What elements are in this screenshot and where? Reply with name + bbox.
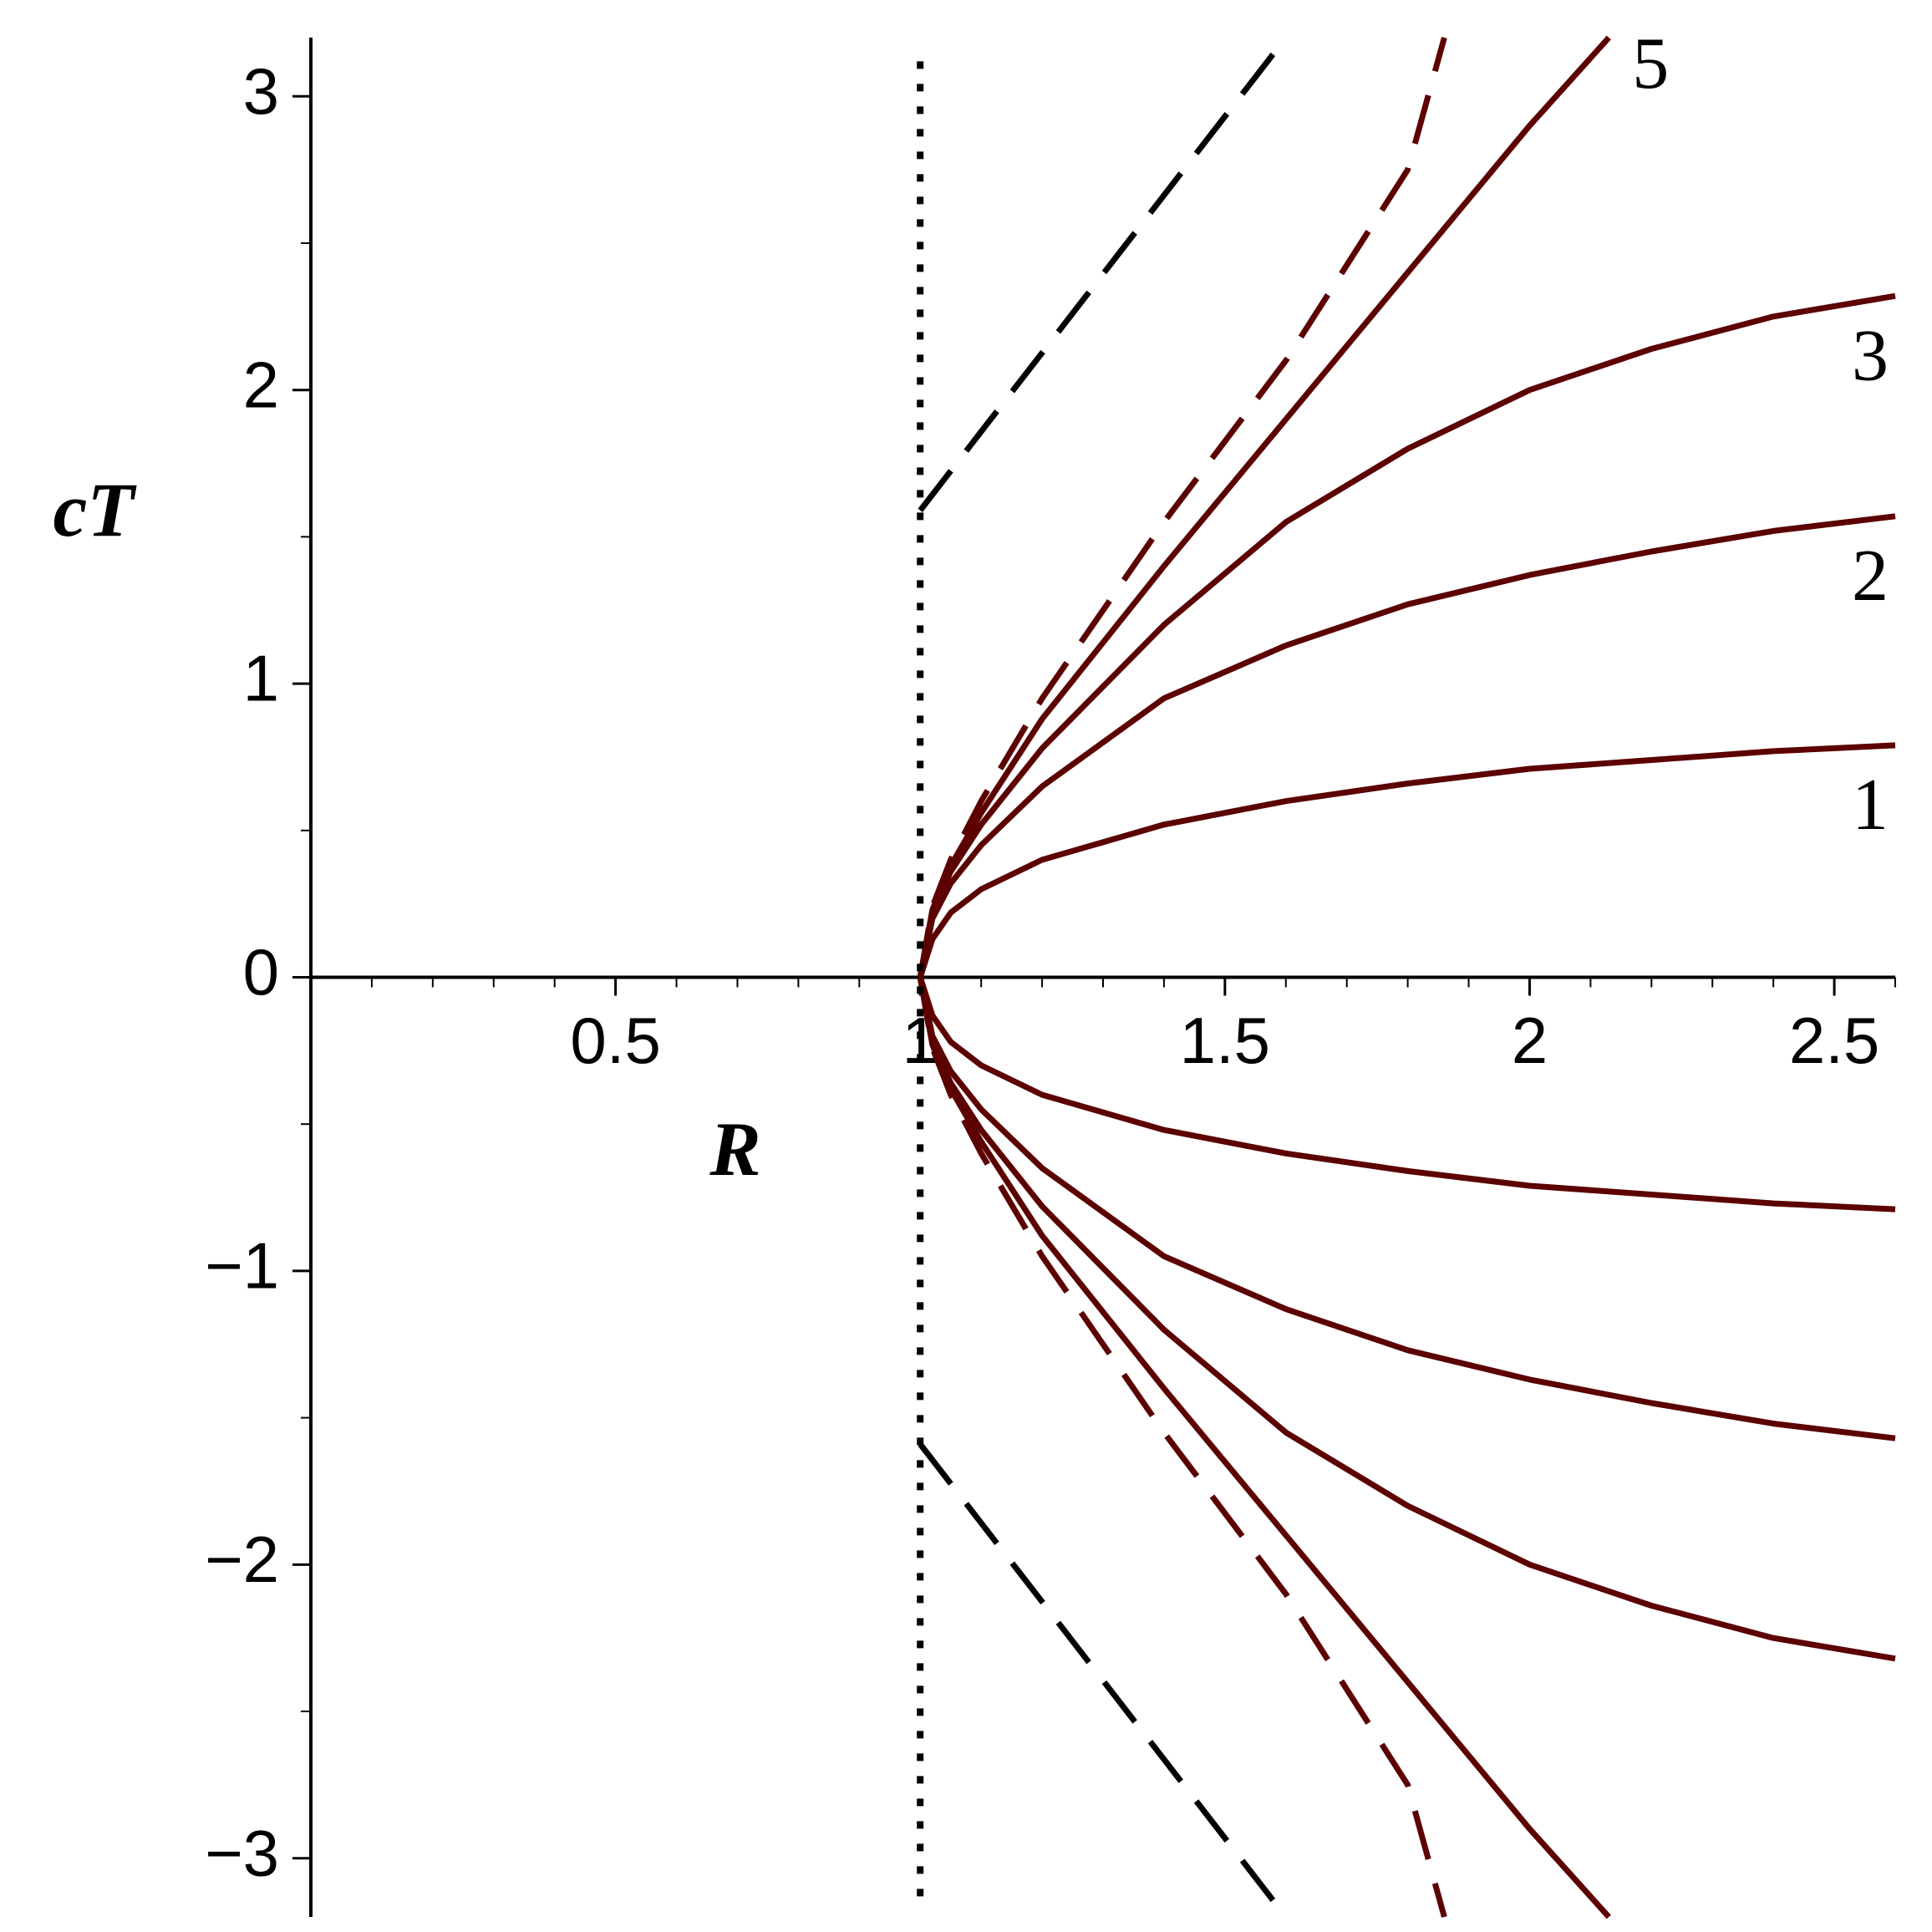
curve [917,37,1447,979]
curve [918,35,1289,512]
y-tick-label: 3 [243,54,279,128]
curve [917,513,1896,979]
y-tick-label: −1 [205,1229,279,1303]
curve [917,976,1896,1441]
curve-label: 2 [1852,536,1889,617]
y-axis-label: cT [53,467,137,552]
curve [917,35,1611,979]
curve [918,1442,1289,1919]
y-tick-label: 0 [243,935,279,1009]
y-tick-label: −3 [205,1816,279,1889]
x-tick-label: 0.5 [570,1004,660,1077]
curve [917,292,1896,979]
x-axis-label: R [709,1106,760,1192]
curve-label: 3 [1852,315,1889,396]
curve [917,976,1896,1213]
x-tick-label: 2 [1512,1004,1548,1077]
x-tick-label: 1.5 [1180,1004,1270,1077]
curve [917,976,1896,1662]
curve [917,742,1896,979]
y-tick-label: 2 [243,348,279,421]
y-tick-label: −2 [205,1523,279,1596]
curve [917,976,1447,1918]
curve [917,976,1611,1919]
y-tick-label: 1 [243,642,279,715]
curve-label: 5 [1632,23,1669,104]
x-tick-label: 2.5 [1789,1004,1879,1077]
curve-label: 1 [1852,765,1889,846]
